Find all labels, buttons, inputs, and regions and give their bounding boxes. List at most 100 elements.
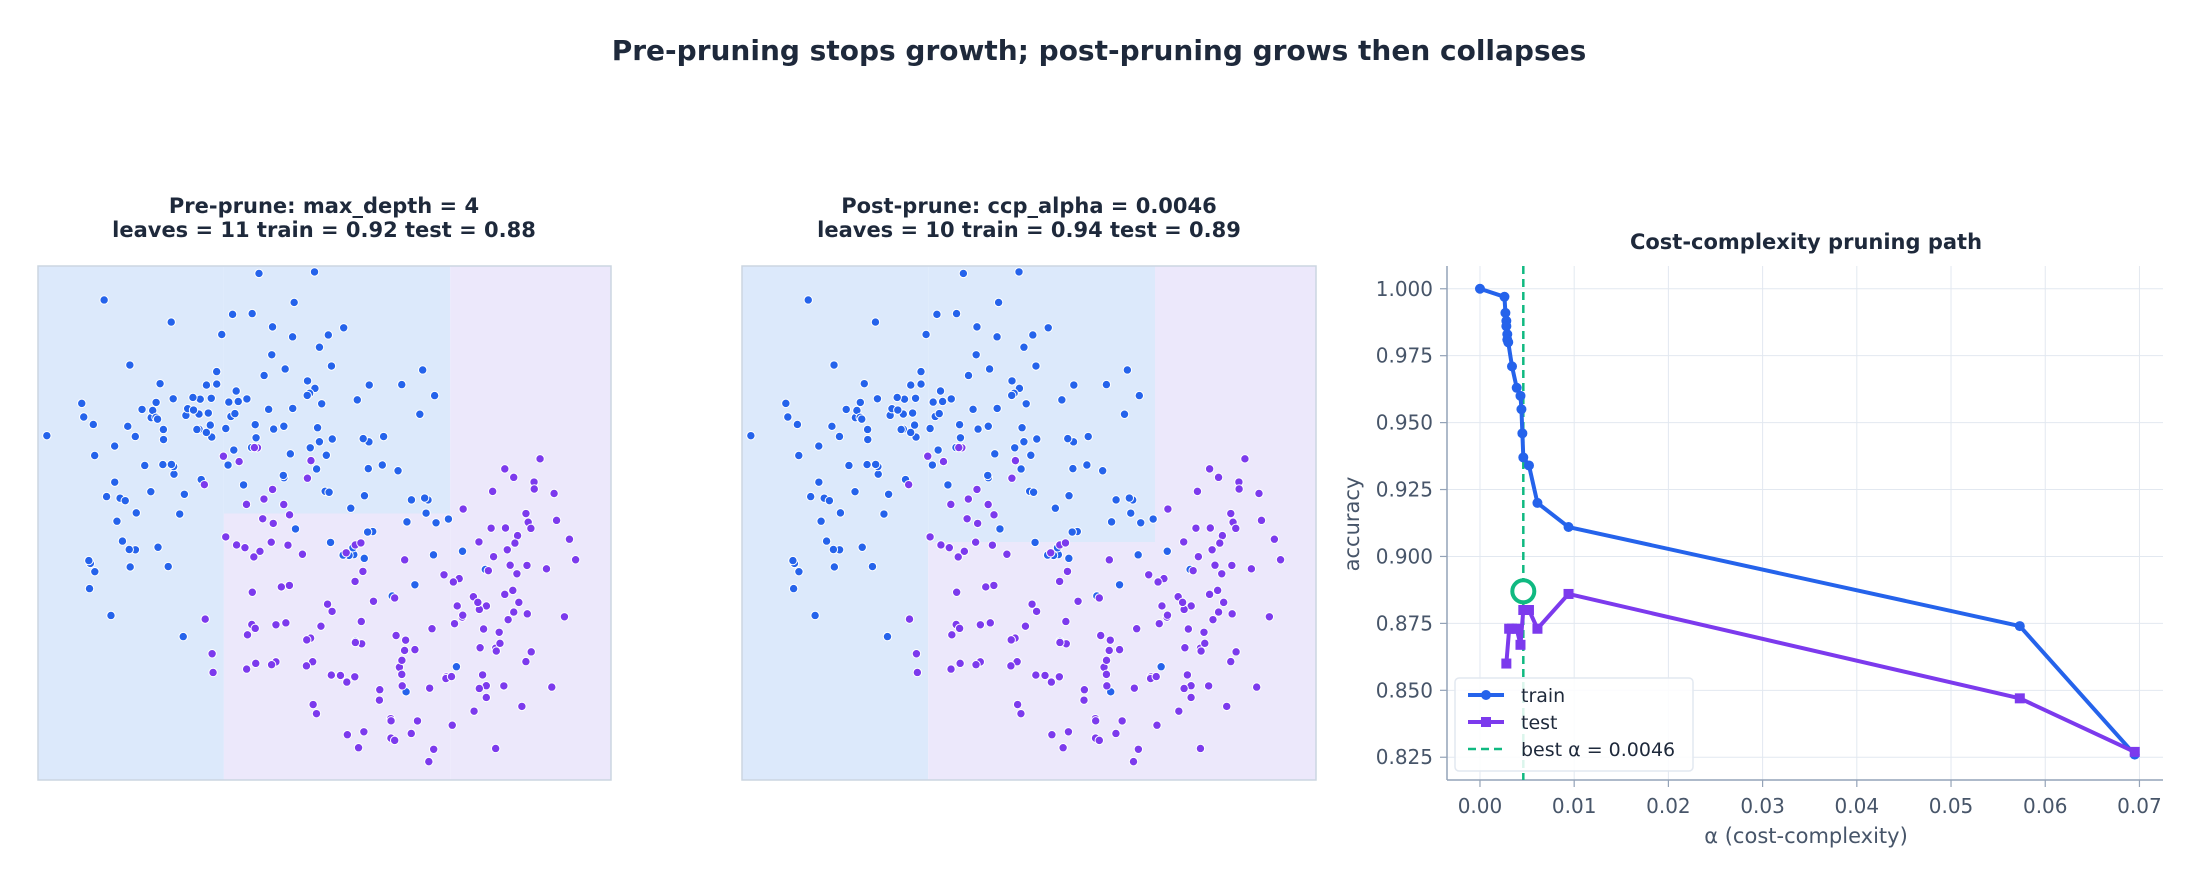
class0-point [362, 527, 373, 537]
class0-point [359, 553, 369, 564]
class1-point [1133, 744, 1144, 754]
class0-point [862, 459, 872, 470]
class0-point [995, 524, 1005, 534]
class1-point [1212, 585, 1223, 596]
class1-point [1227, 609, 1237, 619]
class0-point [1134, 390, 1145, 401]
class0-point [124, 544, 134, 555]
x-tick-label: 0.01 [1552, 794, 1597, 818]
class0-point [834, 431, 845, 442]
class0-point [406, 495, 417, 505]
x-tick-label: 0.07 [2117, 794, 2162, 818]
class1-point [241, 664, 252, 674]
class0-point [828, 544, 839, 555]
class1-point [452, 601, 462, 611]
class0-point [175, 509, 185, 519]
class1-point [975, 620, 986, 630]
class0-point [163, 561, 173, 572]
class0-point [794, 450, 804, 461]
legend-best-label: best α = 0.0046 [1521, 739, 1675, 761]
class1-point [494, 627, 504, 637]
class0-point [829, 562, 840, 572]
class1-point [1199, 627, 1209, 637]
class1-point [953, 552, 963, 562]
class0-point [402, 517, 412, 527]
class1-point [1254, 488, 1264, 499]
class0-point [973, 424, 983, 434]
class0-point [169, 469, 179, 479]
class0-point [916, 366, 926, 377]
class0-point [316, 399, 327, 409]
class0-point [1122, 365, 1133, 375]
class1-point [374, 695, 385, 705]
class0-point [803, 295, 813, 305]
class1-point [1153, 577, 1163, 587]
class0-point [158, 434, 169, 445]
class1-point [1191, 523, 1201, 533]
class1-point [302, 473, 313, 483]
class1-point [1218, 597, 1229, 608]
class1-point [517, 701, 527, 712]
legend-box [1454, 677, 1694, 772]
class0-point [179, 489, 190, 499]
class1-point [458, 504, 468, 514]
class0-point [109, 441, 120, 451]
class0-point [166, 459, 177, 470]
class0-point [1007, 390, 1017, 401]
class1-point [971, 660, 981, 670]
class0-point [1067, 527, 1077, 537]
class1-point [266, 660, 277, 670]
class1-point [1046, 548, 1056, 558]
class1-point [1031, 606, 1042, 617]
class0-point [1083, 431, 1093, 442]
class1-point [356, 538, 366, 548]
class1-point [1246, 564, 1257, 574]
class1-point [397, 669, 407, 680]
class0-point [327, 434, 337, 444]
class1-point [989, 580, 999, 591]
class1-point [1177, 597, 1188, 608]
class0-point [932, 309, 942, 320]
class0-point [288, 403, 298, 414]
class1-point [510, 538, 520, 548]
class0-point [211, 366, 222, 377]
class1-point [284, 510, 295, 520]
class1-point [439, 570, 449, 580]
class0-point [377, 460, 387, 470]
class1-point [987, 540, 998, 550]
class1-point [951, 587, 962, 597]
train-point [1515, 390, 1526, 401]
class1-point [311, 708, 322, 719]
class1-point [1204, 464, 1215, 474]
class0-point [131, 508, 141, 518]
class0-point [326, 361, 337, 371]
class0-point [1032, 434, 1042, 444]
class0-point [1026, 450, 1036, 460]
class1-point [1152, 720, 1162, 730]
class0-point [268, 424, 279, 434]
class1-point [477, 670, 488, 680]
pre-prune-title: Pre-prune: max_depth = 4 [169, 194, 479, 218]
legend-train-marker [1481, 690, 1491, 700]
class0-point [140, 460, 150, 471]
class1-point [1101, 655, 1112, 666]
test-point [1511, 623, 1522, 634]
class0-point [1050, 503, 1061, 513]
class1-point [963, 494, 974, 504]
class0-point [457, 546, 468, 556]
x-tick-label: 0.05 [1929, 794, 1974, 818]
class0-point [1043, 323, 1053, 333]
class0-point [88, 419, 99, 430]
class0-point [1124, 493, 1135, 503]
class0-point [1114, 580, 1125, 590]
class1-point [249, 442, 260, 453]
x-tick-label: 0.04 [1835, 794, 1880, 818]
class1-point [1162, 610, 1173, 620]
x-tick-label: 0.03 [1740, 794, 1785, 818]
class1-point [955, 658, 965, 669]
class1-point [255, 546, 265, 557]
class0-point [783, 412, 793, 422]
class0-point [805, 491, 816, 502]
class0-point [346, 503, 356, 513]
class1-point [1205, 523, 1216, 533]
